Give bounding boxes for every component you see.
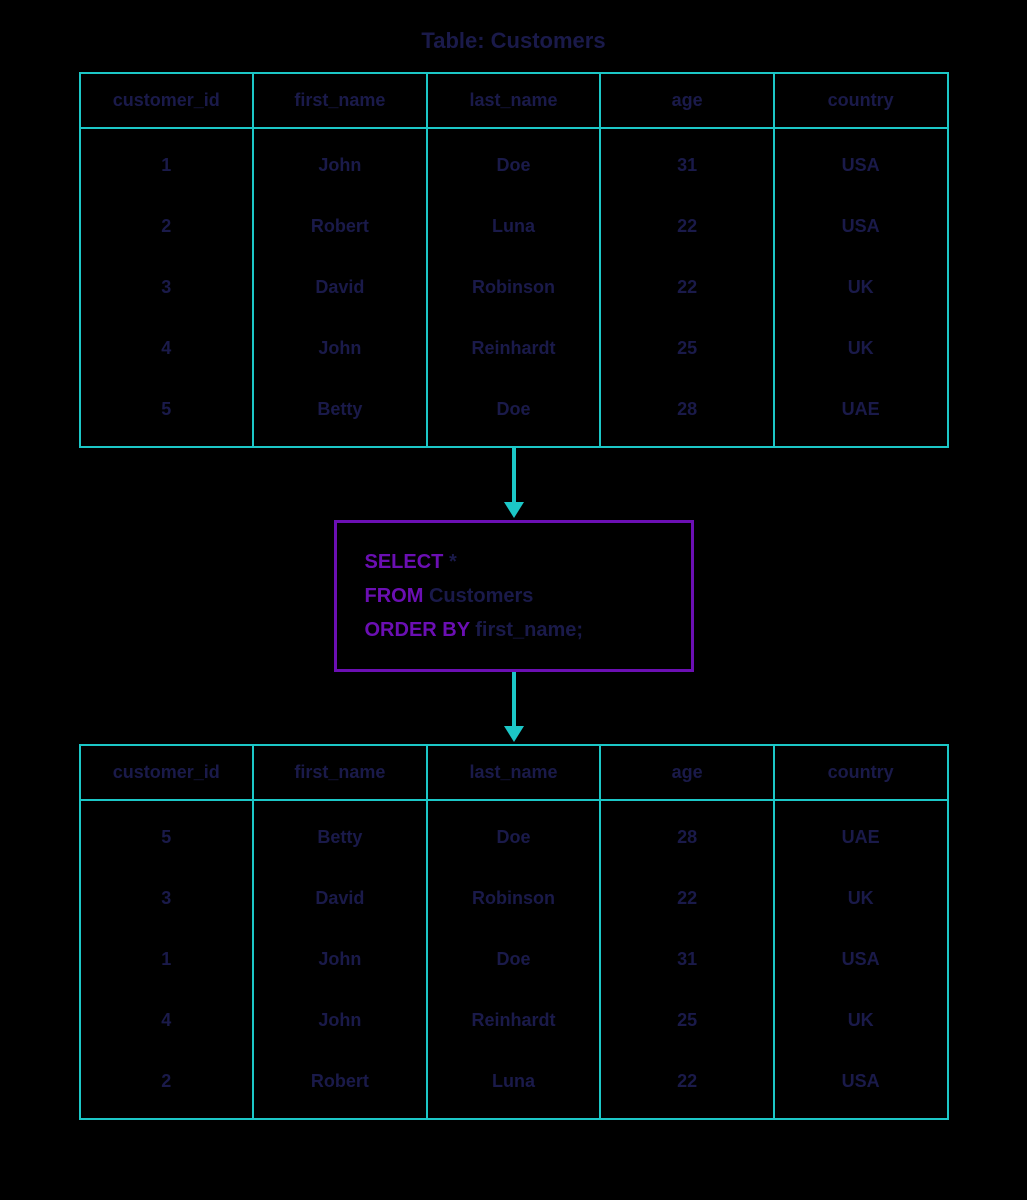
table-cell: USA xyxy=(774,1051,948,1119)
table-cell: 4 xyxy=(80,318,254,379)
page-title: Table: Customers xyxy=(0,0,1027,72)
table-cell: 22 xyxy=(600,868,774,929)
table-cell: Doe xyxy=(427,379,601,447)
table-cell: USA xyxy=(774,929,948,990)
table-cell: 28 xyxy=(600,379,774,447)
table-cell: Luna xyxy=(427,1051,601,1119)
table-cell: Robert xyxy=(253,1051,427,1119)
source-table: customer_idfirst_namelast_nameagecountry… xyxy=(79,72,949,448)
table-cell: 2 xyxy=(80,1051,254,1119)
result-table: customer_idfirst_namelast_nameagecountry… xyxy=(79,744,949,1120)
sql-text: * xyxy=(443,551,456,573)
table-cell: David xyxy=(253,257,427,318)
table-cell: 5 xyxy=(80,379,254,447)
table-cell: John xyxy=(253,990,427,1051)
column-header: last_name xyxy=(427,745,601,800)
column-header: first_name xyxy=(253,745,427,800)
table-cell: 3 xyxy=(80,257,254,318)
arrow-down-bottom xyxy=(0,672,1027,744)
table-cell: David xyxy=(253,868,427,929)
sql-text: Customers xyxy=(423,585,533,607)
table-cell: 22 xyxy=(600,1051,774,1119)
table-cell: Doe xyxy=(427,800,601,868)
table-cell: UK xyxy=(774,868,948,929)
table-cell: 25 xyxy=(600,318,774,379)
table-row: 1JohnDoe31USA xyxy=(80,128,948,196)
table-cell: UK xyxy=(774,318,948,379)
table-cell: 25 xyxy=(600,990,774,1051)
table-cell: USA xyxy=(774,128,948,196)
table-cell: John xyxy=(253,929,427,990)
table-cell: Doe xyxy=(427,128,601,196)
column-header: age xyxy=(600,745,774,800)
sql-query-box: SELECT *FROM CustomersORDER BY first_nam… xyxy=(334,520,694,672)
arrow-down-top xyxy=(0,448,1027,520)
table-cell: 22 xyxy=(600,196,774,257)
table-cell: 28 xyxy=(600,800,774,868)
table-cell: 1 xyxy=(80,128,254,196)
table-cell: Betty xyxy=(253,379,427,447)
table-cell: Robert xyxy=(253,196,427,257)
sql-keyword: ORDER BY xyxy=(365,619,470,641)
table-row: 4JohnReinhardt25UK xyxy=(80,318,948,379)
sql-keyword: FROM xyxy=(365,585,424,607)
table-cell: 31 xyxy=(600,128,774,196)
table-row: 3DavidRobinson22UK xyxy=(80,868,948,929)
column-header: first_name xyxy=(253,73,427,128)
table-cell: Luna xyxy=(427,196,601,257)
table-cell: Robinson xyxy=(427,868,601,929)
table-cell: UAE xyxy=(774,800,948,868)
table-cell: UAE xyxy=(774,379,948,447)
column-header: age xyxy=(600,73,774,128)
sql-line: SELECT * xyxy=(365,545,663,579)
sql-text: first_name; xyxy=(470,619,583,641)
column-header: customer_id xyxy=(80,73,254,128)
column-header: customer_id xyxy=(80,745,254,800)
table-row: 4JohnReinhardt25UK xyxy=(80,990,948,1051)
table-cell: 5 xyxy=(80,800,254,868)
table-cell: Reinhardt xyxy=(427,990,601,1051)
column-header: country xyxy=(774,73,948,128)
sql-line: FROM Customers xyxy=(365,579,663,613)
table-cell: UK xyxy=(774,990,948,1051)
column-header: last_name xyxy=(427,73,601,128)
table-cell: John xyxy=(253,318,427,379)
column-header: country xyxy=(774,745,948,800)
table-row: 2RobertLuna22USA xyxy=(80,1051,948,1119)
table-cell: Robinson xyxy=(427,257,601,318)
table-cell: 4 xyxy=(80,990,254,1051)
sql-line: ORDER BY first_name; xyxy=(365,613,663,647)
table-row: 1JohnDoe31USA xyxy=(80,929,948,990)
table-cell: Reinhardt xyxy=(427,318,601,379)
table-row: 3DavidRobinson22UK xyxy=(80,257,948,318)
table-row: 2RobertLuna22USA xyxy=(80,196,948,257)
table-cell: Doe xyxy=(427,929,601,990)
sql-keyword: SELECT xyxy=(365,551,444,573)
table-cell: 3 xyxy=(80,868,254,929)
table-row: 5BettyDoe28UAE xyxy=(80,379,948,447)
table-cell: 22 xyxy=(600,257,774,318)
table-row: 5BettyDoe28UAE xyxy=(80,800,948,868)
table-cell: UK xyxy=(774,257,948,318)
table-cell: 31 xyxy=(600,929,774,990)
table-cell: John xyxy=(253,128,427,196)
table-cell: Betty xyxy=(253,800,427,868)
table-cell: 2 xyxy=(80,196,254,257)
table-cell: USA xyxy=(774,196,948,257)
table-cell: 1 xyxy=(80,929,254,990)
